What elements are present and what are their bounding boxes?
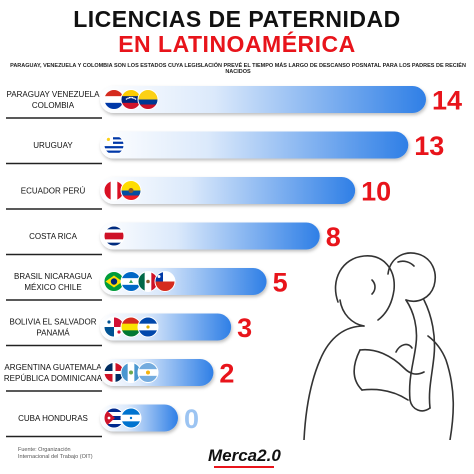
category-label: URUGUAY — [33, 141, 73, 150]
category-label: BOLIVIA EL SALVADOR — [10, 318, 97, 327]
category-label: PANAMÁ — [36, 329, 70, 338]
category-label: CUBA HONDURAS — [18, 414, 88, 423]
value-label: 2 — [219, 359, 234, 389]
category-label: COSTA RICA — [29, 232, 78, 241]
category-label: COLOMBIA — [32, 101, 75, 110]
value-label: 5 — [273, 268, 288, 298]
bar — [100, 131, 409, 159]
honduras-flag-icon — [120, 407, 142, 429]
argentina-flag-icon — [137, 362, 159, 383]
chart-row: BOLIVIA EL SALVADOR PANAMÁ 3 — [6, 313, 252, 347]
chart-row: ECUADOR PERÚ 10 — [6, 177, 391, 210]
chart-row: ARGENTINA GUATEMALA REPÚBLICA DOMINICANA 2 — [4, 359, 234, 392]
value-label: 13 — [414, 131, 444, 161]
father-child-illustration — [303, 252, 455, 440]
panama-flag-icon — [103, 316, 125, 338]
chart-title-line1: LICENCIAS DE PATERNIDAD — [73, 6, 401, 32]
source-note: Fuente: Organización Internacional del T… — [18, 447, 93, 460]
brand-logo: Merca2.0 — [208, 446, 281, 465]
colombia-flag-icon — [137, 89, 159, 110]
category-label: MÉXICO CHILE — [24, 283, 81, 292]
chart-row: BRASIL NICARAGUA MÉXICO CHILE 5 — [6, 268, 288, 301]
costa-rica-flag-icon — [103, 225, 125, 247]
bar — [100, 222, 320, 250]
chart-row: CUBA HONDURAS 0 — [6, 404, 199, 438]
bar — [100, 86, 426, 113]
chart-row: PARAGUAY VENEZUELA COLOMBIA 14 — [6, 86, 462, 119]
value-label: 8 — [326, 222, 341, 252]
chart-title-line2: EN LATINOAMÉRICA — [118, 31, 356, 57]
ecuador-flag-icon — [120, 180, 142, 201]
value-label: 3 — [237, 313, 252, 343]
chart-row: COSTA RICA 8 — [6, 222, 341, 256]
value-label: 0 — [184, 404, 199, 434]
uruguay-flag-icon — [103, 134, 125, 156]
bar-chart: PARAGUAY VENEZUELA COLOMBIA 14 URUGUAY 13 ECU… — [4, 86, 462, 438]
category-label: ECUADOR PERÚ — [21, 187, 86, 196]
category-label: REPÚBLICA DOMINICANA — [4, 374, 103, 383]
chile-flag-icon — [154, 271, 176, 292]
bar — [100, 177, 356, 204]
category-label: PARAGUAY VENEZUELA — [7, 90, 101, 99]
value-label: 14 — [432, 86, 462, 116]
chart-subtitle: PARAGUAY, VENEZUELA Y COLOMBIA SON LOS E… — [10, 63, 466, 75]
category-label: ARGENTINA GUATEMALA — [4, 363, 102, 372]
value-label: 10 — [361, 177, 391, 207]
brand-underline — [214, 466, 274, 468]
chart-row: URUGUAY 13 — [6, 131, 444, 165]
brazil-flag-icon — [103, 271, 125, 292]
category-label: BRASIL NICARAGUA — [14, 272, 93, 281]
el-salvador-flag-icon — [137, 316, 159, 338]
dominican-republic-flag-icon — [103, 362, 125, 383]
